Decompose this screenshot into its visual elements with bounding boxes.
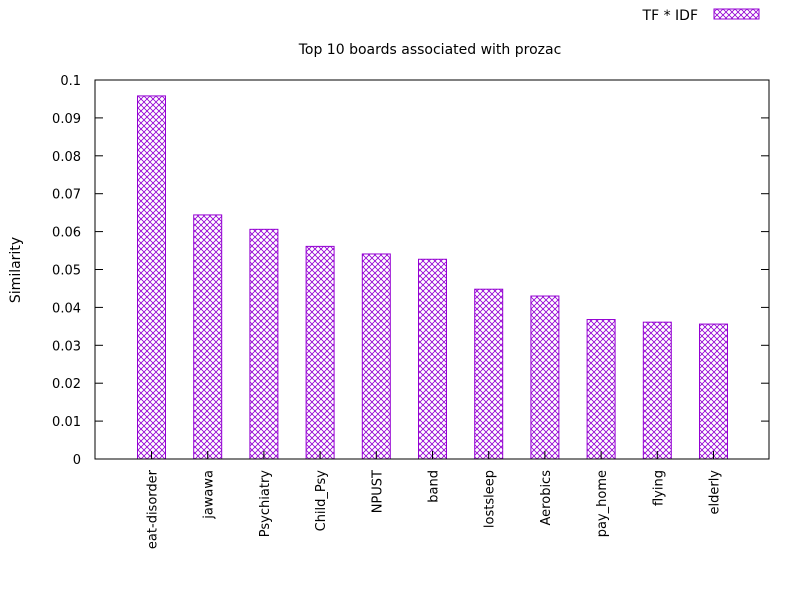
- x-tick-label: elderly: [708, 470, 723, 515]
- bar: [586, 319, 616, 460]
- legend-label: TF * IDF: [642, 8, 698, 24]
- y-tick-label: 0.06: [52, 226, 81, 241]
- bar: [418, 258, 447, 460]
- x-axis-tick-labels: eat-disorder jawawa Psychiatry Child_Psy NPU…: [146, 469, 723, 549]
- chart-title: Top 10 boards associated with prozac: [298, 42, 562, 58]
- y-tick-label: 0.02: [52, 377, 81, 392]
- y-tick-label: 0.08: [52, 150, 81, 165]
- y-tick-label: 0.09: [52, 112, 81, 127]
- x-tick-label: lostsleep: [483, 470, 498, 528]
- y-tick-label: 0.03: [52, 339, 81, 354]
- y-tick-label: 0.07: [52, 188, 81, 203]
- bar: [642, 321, 672, 460]
- bars: [137, 95, 728, 460]
- y-tick-label: 0.01: [52, 415, 81, 430]
- bar: [474, 288, 504, 460]
- x-tick-label: Child_Psy: [314, 470, 329, 532]
- x-tick-label: eat-disorder: [146, 469, 161, 549]
- x-tick-label: pay_home: [595, 470, 610, 537]
- x-tick-label: NPUST: [370, 470, 385, 513]
- bar: [530, 295, 560, 460]
- plot-frame: [94, 79, 770, 460]
- bar: [305, 245, 335, 460]
- x-tick-label: flying: [651, 470, 666, 506]
- y-tick-label: 0.1: [60, 74, 81, 89]
- x-tick-label: band: [427, 470, 442, 503]
- x-tick-label: jawawa: [202, 470, 217, 520]
- bar: [193, 214, 223, 460]
- x-tick-label: Aerobics: [539, 470, 554, 526]
- bar: [249, 228, 279, 460]
- bar: [361, 253, 391, 460]
- y-axis-label: Similarity: [8, 237, 24, 303]
- legend: TF * IDF: [642, 8, 760, 24]
- y-tick-label: 0.05: [52, 264, 81, 279]
- y-axis-ticks: 0 0.01 0.02 0.03 0.04 0.05 0.06 0.07 0.08 0.09 0.1: [52, 74, 769, 468]
- y-tick-label: 0: [73, 453, 81, 468]
- x-tick-label: Psychiatry: [258, 470, 273, 537]
- bar: [699, 323, 728, 460]
- legend-swatch: [713, 8, 760, 20]
- y-tick-label: 0.04: [52, 301, 81, 316]
- bar: [137, 95, 166, 460]
